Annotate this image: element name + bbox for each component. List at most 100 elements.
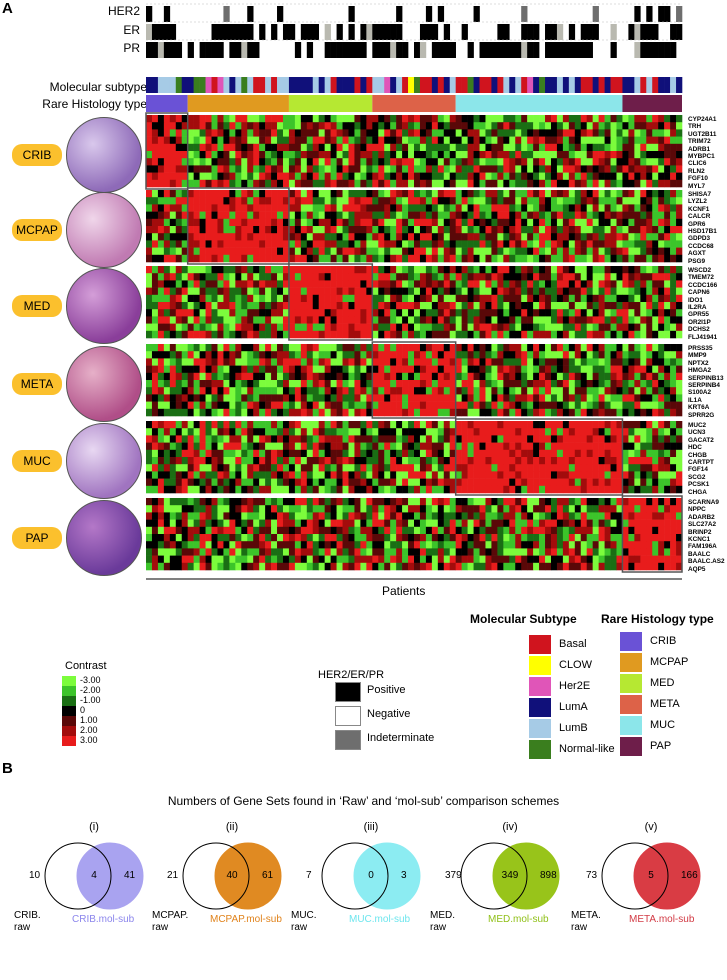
heatmap-cell <box>211 365 218 374</box>
heatmap-cell <box>527 387 534 395</box>
heatmap-cell <box>592 485 599 494</box>
heatmap-cell <box>217 273 224 281</box>
heatmap-cell <box>479 401 486 410</box>
heatmap-cell <box>187 240 194 248</box>
heatmap-cell <box>193 505 200 513</box>
heatmap-cell <box>586 344 593 352</box>
heatmap-cell <box>479 351 486 359</box>
heatmap-cell <box>485 204 492 212</box>
heatmap-cell <box>503 165 510 173</box>
heatmap-cell <box>342 457 349 465</box>
heatmap-cell <box>175 197 183 205</box>
heatmap-cell <box>151 512 159 520</box>
status-cell <box>354 42 361 58</box>
heatmap-cell <box>259 394 266 402</box>
heatmap-cell <box>312 435 320 443</box>
heatmap-cell <box>175 464 183 472</box>
heatmap-cell <box>247 505 254 513</box>
heatmap-cell <box>259 323 266 332</box>
heatmap-cell <box>348 512 355 520</box>
heatmap-cell <box>187 387 194 395</box>
heatmap-cell <box>348 129 355 137</box>
heatmap-cell <box>241 240 248 248</box>
heatmap-cell <box>402 401 409 410</box>
heatmap-cell <box>396 211 403 220</box>
heatmap-cell <box>372 247 379 256</box>
heatmap-cell <box>146 498 153 506</box>
heatmap-cell <box>419 401 427 410</box>
heatmap-cell <box>306 351 314 359</box>
heatmap-cell <box>449 457 456 465</box>
heatmap-cell <box>455 387 462 395</box>
heatmap-cell <box>622 435 629 443</box>
heatmap-cell <box>497 240 504 248</box>
heatmap-cell <box>211 421 218 429</box>
heatmap-cell <box>151 330 159 339</box>
heatmap-cell <box>539 294 546 303</box>
heatmap-cell <box>646 172 653 181</box>
heatmap-cell <box>175 136 183 145</box>
status-cell <box>360 42 367 58</box>
heatmap-cell <box>235 421 242 429</box>
heatmap-cell <box>521 143 528 152</box>
heatmap-cell <box>282 143 290 152</box>
heatmap-cell <box>336 316 343 324</box>
heatmap-cell <box>461 464 468 472</box>
heatmap-cell <box>467 165 474 173</box>
heatmap-cell <box>533 401 540 410</box>
heatmap-cell <box>509 316 516 324</box>
heatmap-cell <box>556 172 564 181</box>
heatmap-cell <box>348 122 355 130</box>
heatmap-cell <box>390 365 397 374</box>
heatmap-cell <box>592 179 599 188</box>
heatmap-cell <box>497 358 504 366</box>
heatmap-cell <box>378 428 385 436</box>
heatmap-cell <box>300 351 308 359</box>
heatmap-cell <box>419 247 427 256</box>
heatmap-cell <box>241 478 248 487</box>
heatmap-cell <box>366 226 373 234</box>
heatmap-cell <box>324 380 331 388</box>
heatmap-cell <box>282 129 290 137</box>
heatmap-cell <box>473 435 480 443</box>
heatmap-cell <box>146 512 153 520</box>
heatmap-cell <box>378 478 385 487</box>
heatmap-cell <box>568 190 576 198</box>
heatmap-cell <box>431 358 439 366</box>
heatmap-cell <box>318 365 325 374</box>
heatmap-cell <box>235 266 242 274</box>
heatmap-cell <box>503 158 510 166</box>
heatmap-cell <box>253 387 260 395</box>
status-cell <box>503 42 510 58</box>
heatmap-cell <box>580 165 588 173</box>
heatmap-cell <box>568 457 576 465</box>
heatmap-cell <box>169 211 177 220</box>
heatmap-cell <box>223 498 230 506</box>
heatmap-cell <box>193 330 200 339</box>
heatmap-cell <box>378 365 385 374</box>
status-cell <box>443 24 451 40</box>
heatmap-cell <box>187 211 194 220</box>
heatmap-cell <box>443 457 451 465</box>
heatmap-cell <box>556 428 564 436</box>
heatmap-cell <box>372 485 379 494</box>
heatmap-cell <box>670 365 677 374</box>
heatmap-cell <box>157 428 165 436</box>
heatmap-cell <box>455 294 462 303</box>
heatmap-cell <box>306 143 314 152</box>
heatmap-cell <box>348 401 355 410</box>
heatmap-cell <box>473 309 480 317</box>
heatmap-cell <box>556 165 564 173</box>
heatmap-cell <box>658 358 665 366</box>
heatmap-cell <box>550 240 558 248</box>
heatmap-cell <box>676 498 683 506</box>
heatmap-cell <box>622 115 629 123</box>
heatmap-cell <box>324 358 331 366</box>
heatmap-cell <box>193 498 200 506</box>
heatmap-cell <box>634 273 641 281</box>
heatmap-cell <box>556 204 564 212</box>
heatmap-cell <box>640 358 647 366</box>
heatmap-cell <box>461 302 468 310</box>
heatmap-cell <box>169 179 177 188</box>
heatmap-cell <box>515 204 522 212</box>
